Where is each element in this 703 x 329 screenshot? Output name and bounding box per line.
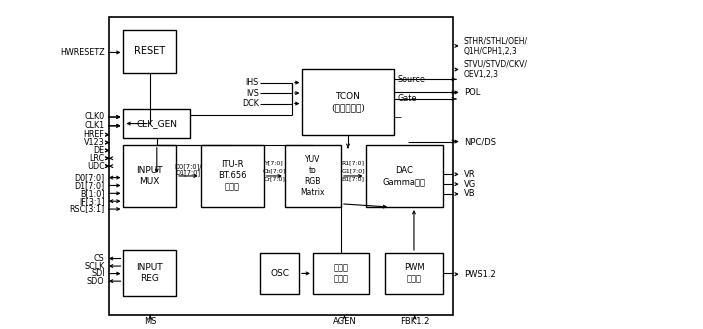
- Text: Y[7:0]: Y[7:0]: [265, 160, 284, 165]
- Text: CS: CS: [93, 254, 105, 263]
- FancyBboxPatch shape: [260, 253, 299, 294]
- Text: AGEN: AGEN: [333, 317, 356, 326]
- Text: CLK1: CLK1: [84, 121, 105, 130]
- Text: Cr[7:0]: Cr[7:0]: [264, 177, 285, 182]
- Text: SCLK: SCLK: [84, 262, 105, 270]
- Text: B1[7:0]: B1[7:0]: [342, 177, 365, 182]
- Text: MS: MS: [144, 317, 156, 326]
- Text: FBK1.2: FBK1.2: [400, 317, 430, 326]
- Text: V123: V123: [84, 138, 105, 147]
- Text: DCK: DCK: [242, 99, 259, 108]
- Text: NPC/DS: NPC/DS: [464, 137, 496, 146]
- Text: 测试图
产生器: 测试图 产生器: [333, 264, 349, 284]
- Text: INPUT
MUX: INPUT MUX: [136, 166, 163, 186]
- Text: CLK_GEN: CLK_GEN: [136, 119, 177, 128]
- FancyBboxPatch shape: [313, 253, 369, 294]
- Text: VG: VG: [464, 180, 476, 189]
- Text: UDC: UDC: [86, 162, 105, 171]
- Text: G1[7:0]: G1[7:0]: [342, 168, 365, 174]
- Text: VR: VR: [464, 170, 475, 179]
- Text: TCON
(带缩放功能): TCON (带缩放功能): [331, 92, 365, 112]
- Text: STHR/STHL/OEH/
Q1H/CPH1,2,3: STHR/STHL/OEH/ Q1H/CPH1,2,3: [464, 36, 528, 56]
- FancyBboxPatch shape: [124, 145, 176, 207]
- Text: VB: VB: [464, 190, 475, 198]
- Text: STVU/STVD/CKV/
OEV1,2,3: STVU/STVD/CKV/ OEV1,2,3: [464, 60, 528, 79]
- Text: RSC[3:1]: RSC[3:1]: [70, 205, 105, 214]
- Text: Source: Source: [398, 75, 426, 84]
- Text: POL: POL: [464, 88, 480, 97]
- Text: IVS: IVS: [246, 89, 259, 98]
- FancyBboxPatch shape: [124, 250, 176, 295]
- Text: D0[7:0]: D0[7:0]: [75, 173, 105, 182]
- FancyBboxPatch shape: [366, 145, 443, 207]
- Text: D1[7:0]: D1[7:0]: [75, 181, 105, 190]
- Text: B[1:0]: B[1:0]: [80, 189, 105, 198]
- Text: HWRESETZ: HWRESETZ: [60, 48, 105, 57]
- Text: PWS1.2: PWS1.2: [464, 270, 496, 279]
- Text: D0[7:0]/: D0[7:0]/: [174, 163, 202, 169]
- Text: SDI: SDI: [91, 269, 105, 278]
- Text: Gate: Gate: [398, 94, 417, 104]
- FancyBboxPatch shape: [124, 109, 190, 138]
- Text: D1[7:0]: D1[7:0]: [176, 169, 201, 176]
- FancyBboxPatch shape: [302, 69, 394, 135]
- Text: HREF: HREF: [84, 130, 105, 139]
- Text: YUV
to
RGB
Matrix: YUV to RGB Matrix: [301, 155, 325, 197]
- FancyBboxPatch shape: [285, 145, 341, 207]
- Text: ITU-R
BT.656
解码器: ITU-R BT.656 解码器: [218, 160, 247, 191]
- Text: SDO: SDO: [87, 277, 105, 286]
- Text: CLK0: CLK0: [84, 113, 105, 121]
- Text: IHS: IHS: [245, 78, 259, 87]
- Text: IF[3:1]: IF[3:1]: [79, 197, 105, 206]
- Text: INPUT
REG: INPUT REG: [136, 263, 163, 283]
- Text: Cb[7:0]: Cb[7:0]: [263, 168, 286, 174]
- FancyBboxPatch shape: [124, 30, 176, 73]
- Text: RESET: RESET: [134, 46, 165, 57]
- Text: OSC: OSC: [270, 269, 289, 278]
- Text: DAC
Gamma校正: DAC Gamma校正: [382, 166, 425, 186]
- FancyBboxPatch shape: [200, 145, 264, 207]
- Text: LRC: LRC: [89, 154, 105, 163]
- FancyBboxPatch shape: [385, 253, 443, 294]
- Text: PWM
控制器: PWM 控制器: [404, 264, 424, 284]
- Text: DE: DE: [93, 146, 105, 155]
- Text: R1[7:0]: R1[7:0]: [342, 160, 365, 165]
